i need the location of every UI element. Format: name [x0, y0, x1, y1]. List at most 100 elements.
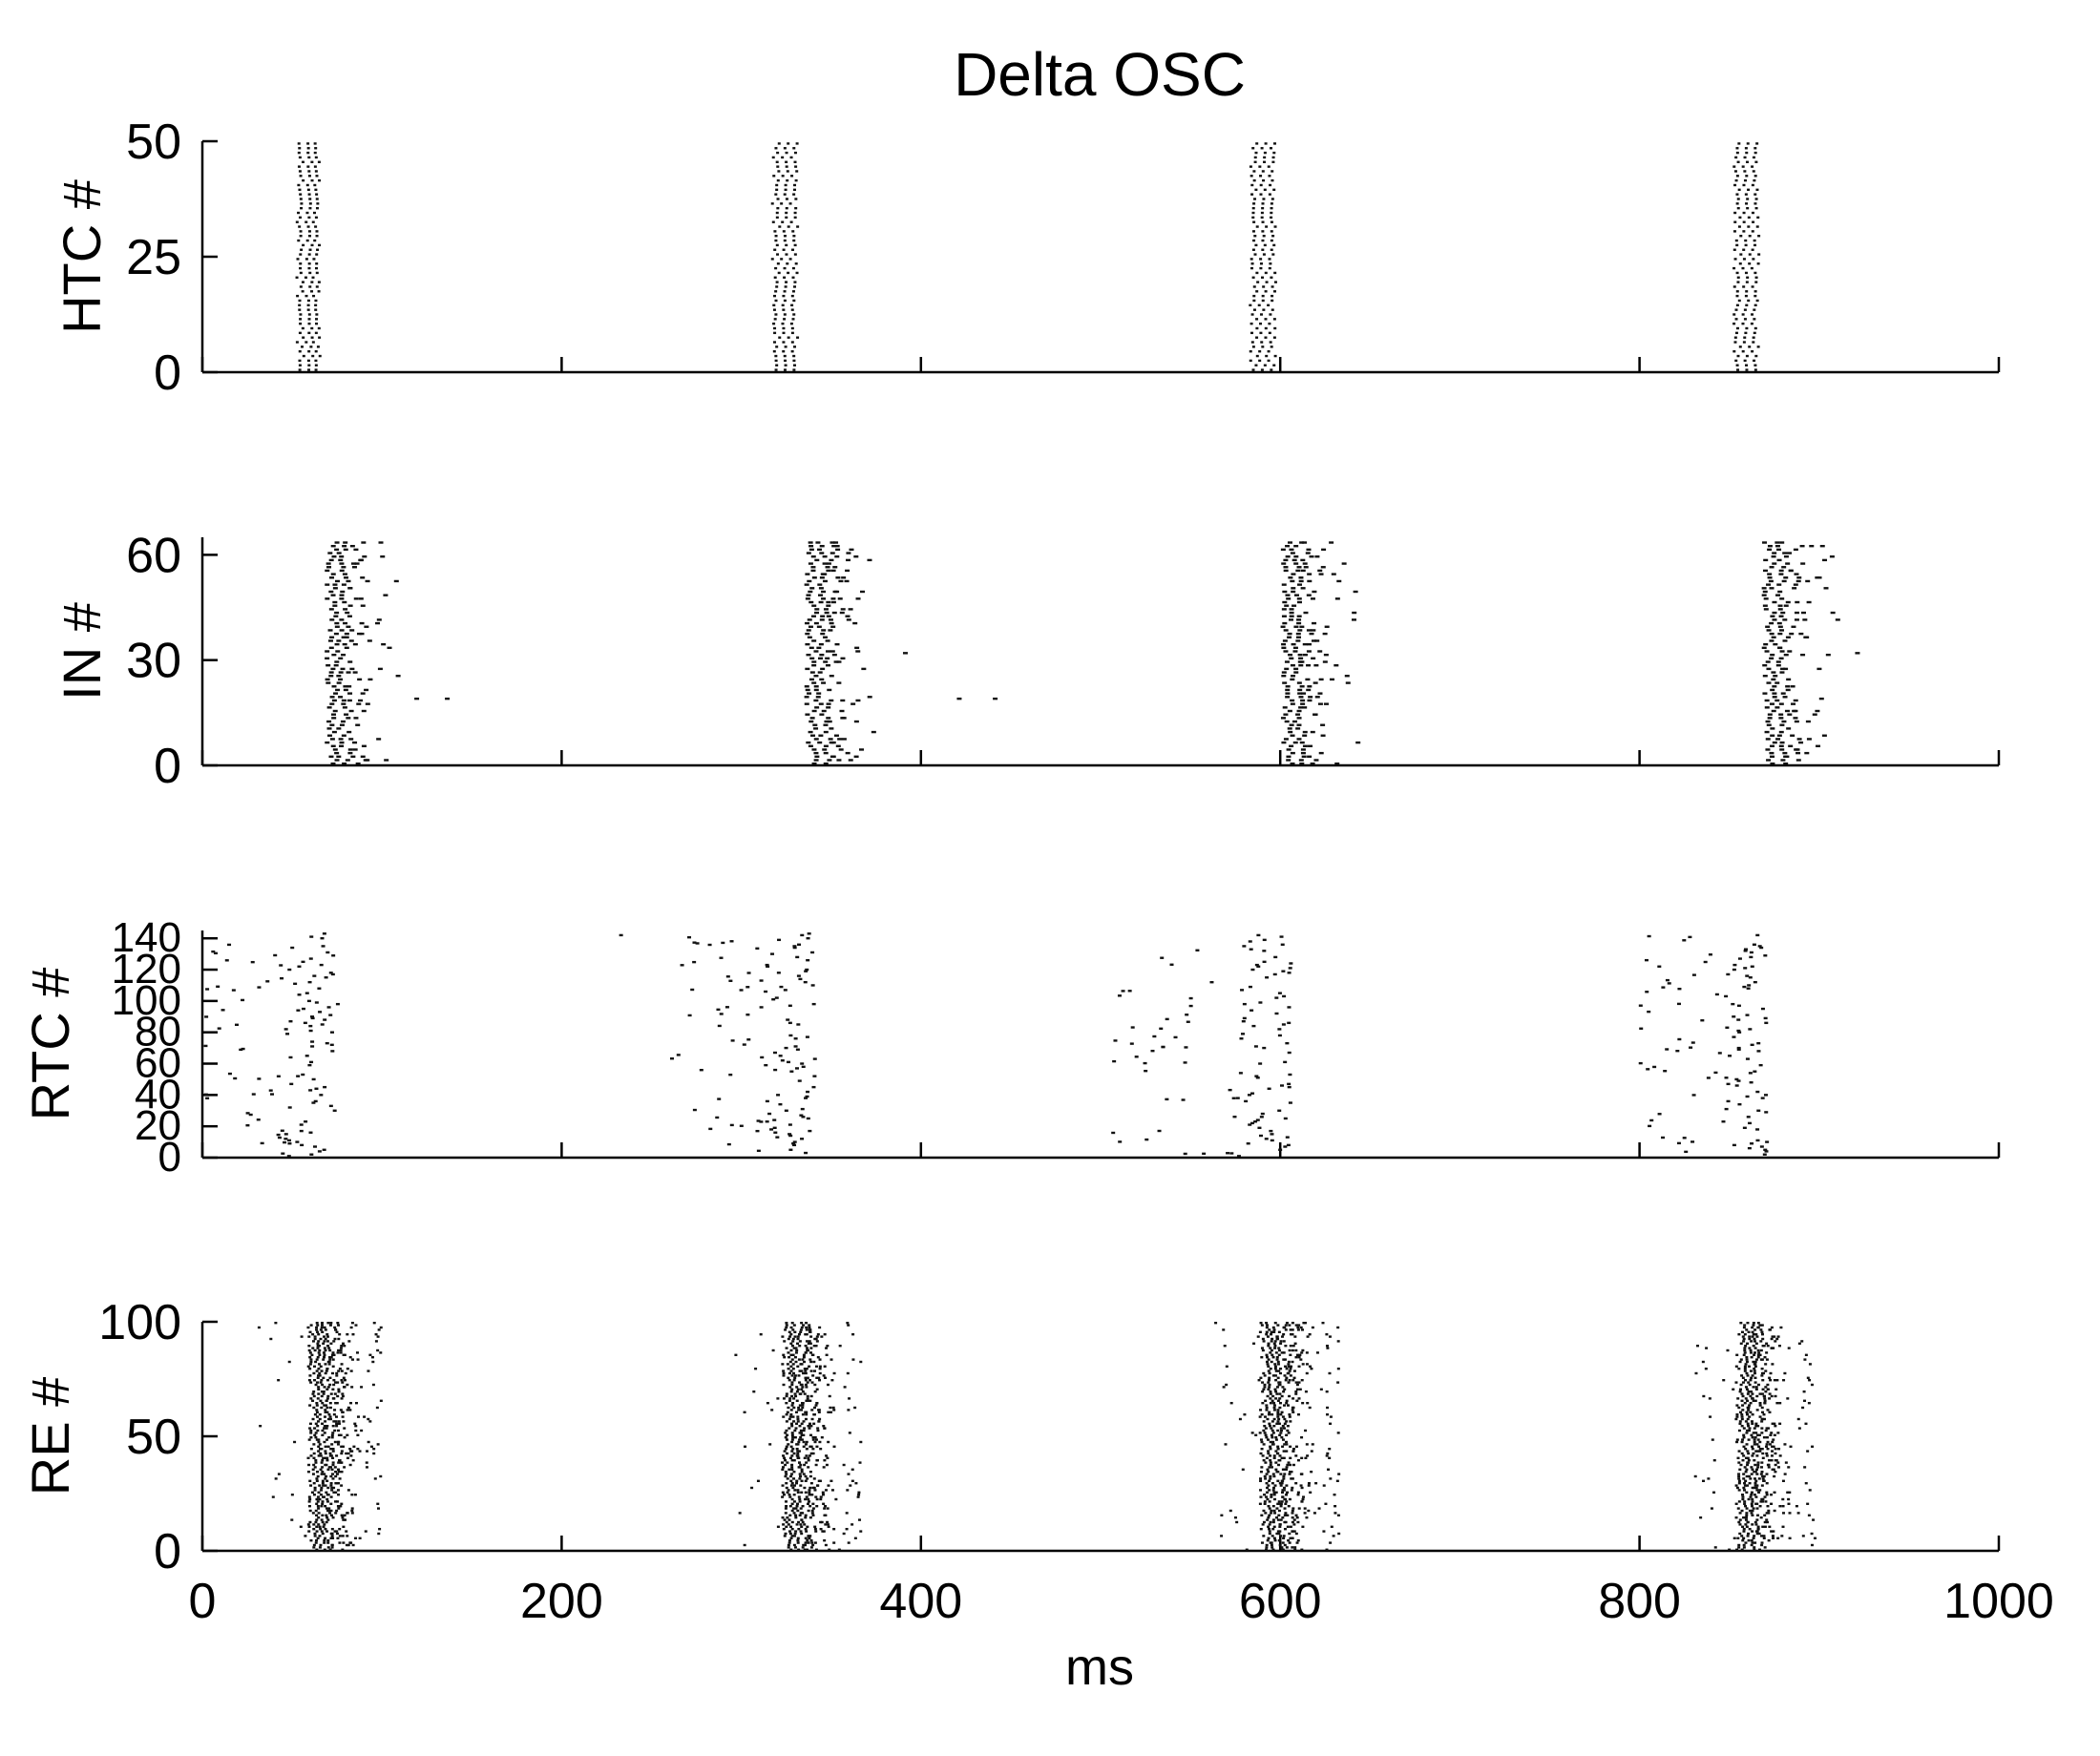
spike-mark: [1263, 1502, 1267, 1505]
spike-mark: [1787, 1466, 1791, 1469]
spike-mark: [1273, 1497, 1277, 1501]
spike-mark: [331, 954, 336, 957]
spike-mark: [1747, 1459, 1751, 1462]
spike-mark: [1822, 558, 1828, 562]
spike-mark: [335, 1002, 340, 1006]
spike-mark: [1751, 313, 1754, 316]
spike-mark: [316, 1415, 320, 1418]
spike-mark: [1290, 579, 1295, 583]
spike-mark: [707, 943, 712, 947]
spike-mark: [1754, 1468, 1758, 1471]
spike-mark: [320, 1379, 324, 1382]
spike-mark: [1816, 744, 1821, 747]
spike-mark: [1801, 1535, 1805, 1537]
spike-mark: [808, 625, 813, 628]
spike-mark: [828, 618, 833, 621]
spike-mark: [335, 688, 341, 692]
spike-mark: [1787, 1502, 1791, 1505]
spike-mark: [281, 1152, 285, 1155]
spike-mark: [1805, 720, 1811, 723]
spike-mark: [1289, 1374, 1292, 1377]
spike-mark: [1756, 1466, 1760, 1469]
spike-mark: [1283, 1422, 1287, 1425]
spike-mark: [776, 198, 780, 200]
spike-mark: [1272, 972, 1277, 976]
spike-mark: [1647, 934, 1651, 938]
spike-mark: [307, 350, 311, 353]
spike-mark: [785, 1505, 788, 1508]
spike-mark: [1779, 629, 1785, 632]
spike-mark: [341, 1516, 345, 1519]
spike-mark: [780, 202, 784, 205]
spike-mark: [1753, 1546, 1756, 1549]
spike-mark: [1270, 1546, 1274, 1549]
spike-mark: [1751, 1335, 1754, 1338]
spike-mark: [1289, 608, 1294, 611]
spike-mark: [795, 1502, 799, 1505]
spike-mark: [1752, 1386, 1755, 1389]
spike-mark: [1786, 727, 1792, 730]
spike-mark: [800, 1383, 804, 1387]
spike-mark: [327, 639, 333, 642]
spike-mark: [366, 1450, 369, 1453]
spike-mark: [1751, 1541, 1754, 1544]
spike-mark: [322, 932, 326, 935]
spike-mark: [1739, 1411, 1743, 1413]
spike-mark: [788, 1386, 792, 1389]
spike-mark: [287, 1360, 291, 1364]
spike-mark: [1290, 751, 1295, 755]
spike-mark: [1302, 734, 1308, 737]
spike-mark: [1290, 1489, 1293, 1492]
spike-mark: [778, 1055, 783, 1057]
spike-mark: [1756, 1353, 1760, 1356]
spike-mark: [802, 1440, 806, 1444]
spike-mark: [1803, 1399, 1807, 1402]
spike-mark: [334, 548, 340, 552]
spike-mark: [384, 759, 389, 762]
spike-mark: [1268, 1523, 1271, 1526]
spike-mark: [1269, 1477, 1272, 1480]
spike-mark: [1274, 1450, 1278, 1453]
spike-mark: [323, 1415, 326, 1418]
spike-mark: [1745, 1413, 1749, 1416]
spike-mark: [1756, 1322, 1760, 1325]
spike-mark: [1270, 285, 1274, 288]
spike-mark: [1292, 741, 1298, 744]
spike-mark: [325, 1399, 328, 1402]
spike-mark: [329, 696, 335, 699]
spike-mark: [1753, 239, 1756, 242]
spike-mark: [1250, 322, 1253, 325]
spike-mark: [1291, 675, 1296, 678]
spike-mark: [818, 587, 824, 590]
spike-mark: [811, 748, 817, 751]
spike-mark: [1296, 1459, 1300, 1462]
spike-mark: [1303, 1322, 1307, 1325]
spike-mark: [342, 600, 347, 604]
spike-mark: [1741, 350, 1745, 353]
spike-mark: [1276, 1399, 1280, 1402]
spike-mark: [1775, 1379, 1779, 1382]
spike-mark: [781, 1363, 785, 1366]
spike-mark: [759, 1120, 764, 1123]
spike-mark: [1302, 541, 1308, 544]
spike-mark: [350, 1450, 354, 1453]
spike-mark: [336, 1394, 340, 1398]
spike-mark: [1739, 1463, 1743, 1467]
spike-mark: [1286, 1425, 1290, 1428]
spike-mark: [1775, 660, 1781, 663]
spike-mark: [312, 1463, 316, 1467]
spike-mark: [1334, 1505, 1337, 1508]
spike-mark: [1275, 1356, 1279, 1359]
spike-mark: [1320, 566, 1326, 569]
y-tick-label-rtc: 0: [158, 1134, 181, 1181]
spike-mark: [220, 1009, 225, 1012]
spike-mark: [335, 1330, 339, 1333]
spike-mark: [1279, 1427, 1283, 1430]
spike-mark: [1737, 1474, 1741, 1478]
spike-mark: [804, 1514, 808, 1516]
spike-mark: [343, 1379, 346, 1382]
spike-mark: [1758, 1353, 1762, 1356]
spike-mark: [329, 723, 335, 726]
spike-mark: [1765, 1351, 1769, 1354]
